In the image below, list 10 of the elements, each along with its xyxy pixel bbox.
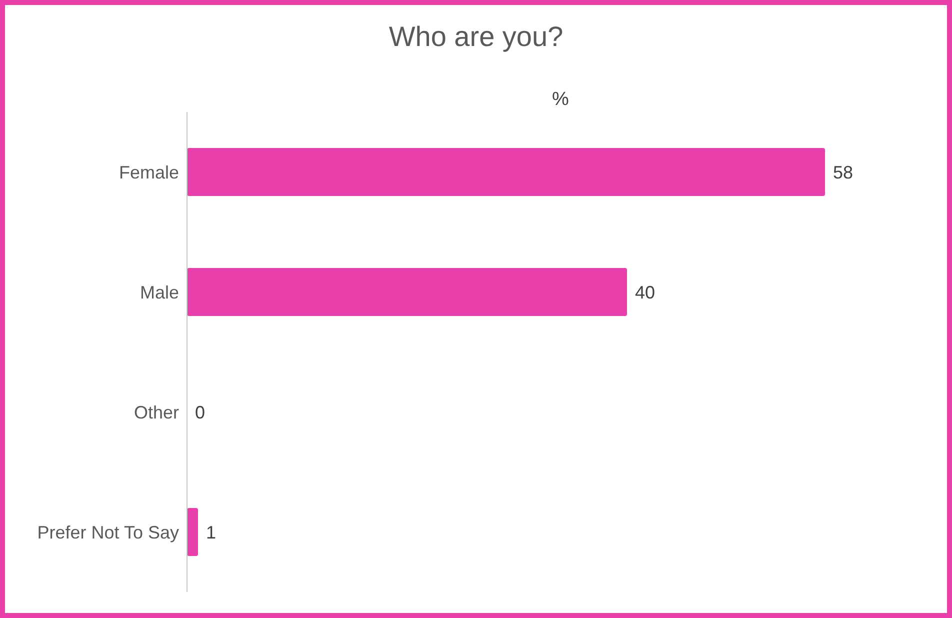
y-tick-label: Other <box>134 402 179 422</box>
data-label: 40 <box>635 282 656 302</box>
y-tick-label: Female <box>118 162 179 182</box>
data-label: 58 <box>833 162 854 182</box>
y-tick-label: Prefer Not To Say <box>37 522 179 542</box>
data-label: 1 <box>206 522 216 542</box>
chart-title: Who are you? <box>388 21 564 53</box>
y-tick-label: Male <box>140 282 179 302</box>
x-axis-title: % <box>552 89 569 111</box>
data-label: 0 <box>195 402 206 422</box>
